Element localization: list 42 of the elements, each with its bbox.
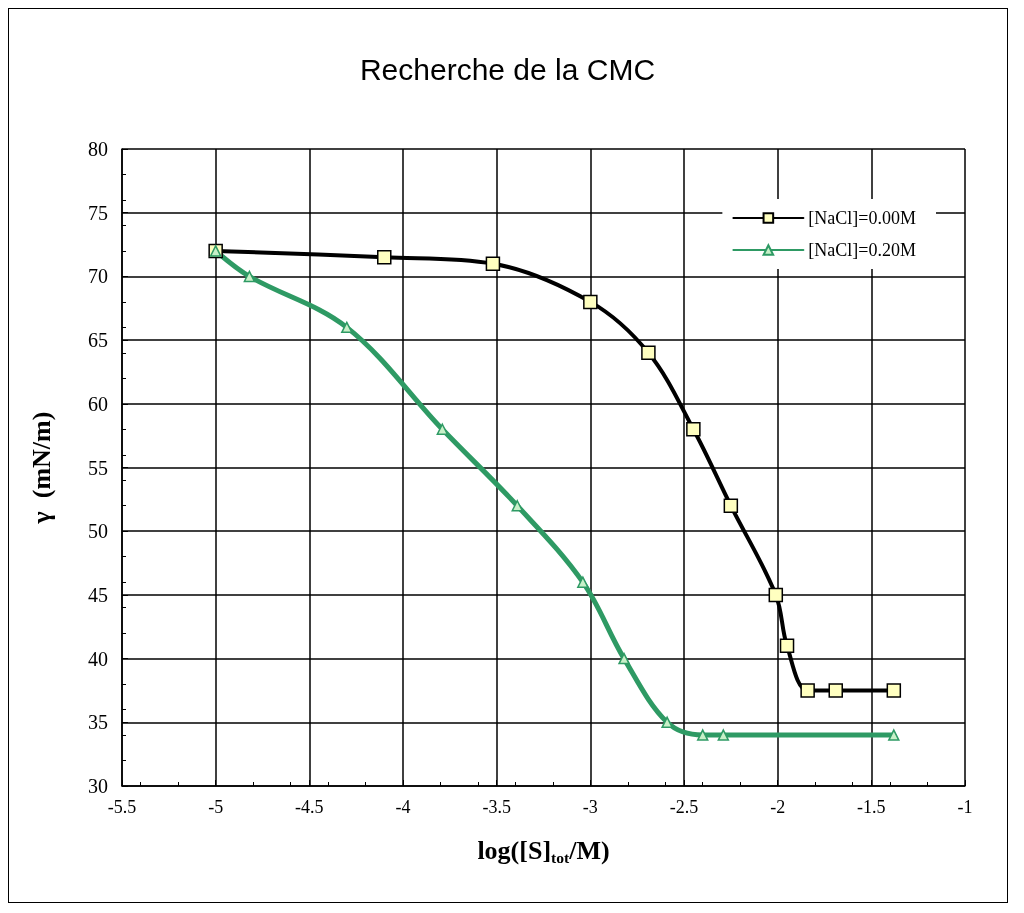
y-tick-label: 65 (88, 329, 108, 352)
x-tick-label: -3.5 (482, 797, 511, 817)
point (723, 498, 739, 513)
point (377, 250, 392, 265)
x-tick-label: -1.5 (857, 797, 886, 817)
x-tick-label: -1 (957, 797, 973, 817)
x-tick-label: -4 (395, 797, 411, 817)
x-tick-label: -5 (208, 797, 224, 817)
y-tick-label: 40 (88, 647, 108, 670)
point (886, 683, 902, 698)
point (768, 587, 784, 603)
y-tick-label: 75 (88, 201, 108, 224)
point (618, 652, 630, 665)
y-tick-label: 60 (88, 392, 108, 415)
point (641, 345, 656, 361)
point (577, 576, 589, 588)
point (686, 422, 701, 437)
x-tick-label: -4.5 (295, 797, 324, 817)
point (696, 729, 709, 741)
y-tick-label: 50 (88, 520, 108, 543)
y-axis-title: γ (mN/m) (26, 411, 56, 525)
point (888, 729, 900, 741)
point (583, 294, 598, 310)
legend-label: [NaCl]=0.00M (808, 208, 916, 228)
y-tick-label: 70 (88, 265, 108, 288)
x-tick-label: -2.5 (669, 797, 699, 817)
x-tick-label: -5.5 (107, 797, 137, 817)
point (828, 683, 843, 698)
point (243, 270, 256, 283)
x-tick-label: -3 (582, 797, 598, 817)
y-tick-label: 45 (88, 583, 108, 606)
point (485, 256, 501, 271)
point (779, 638, 795, 654)
legend-label: [NaCl]=0.20M (808, 240, 916, 260)
point (800, 683, 815, 698)
y-tick-label: 80 (88, 138, 108, 160)
x-tick-label: -2 (770, 797, 786, 817)
y-tick-label: 35 (88, 711, 108, 734)
y-tick-label: 30 (88, 775, 108, 797)
chart-title: Recherche de la CMC (359, 52, 656, 86)
point (717, 729, 730, 741)
y-tick-label: 55 (88, 456, 108, 479)
